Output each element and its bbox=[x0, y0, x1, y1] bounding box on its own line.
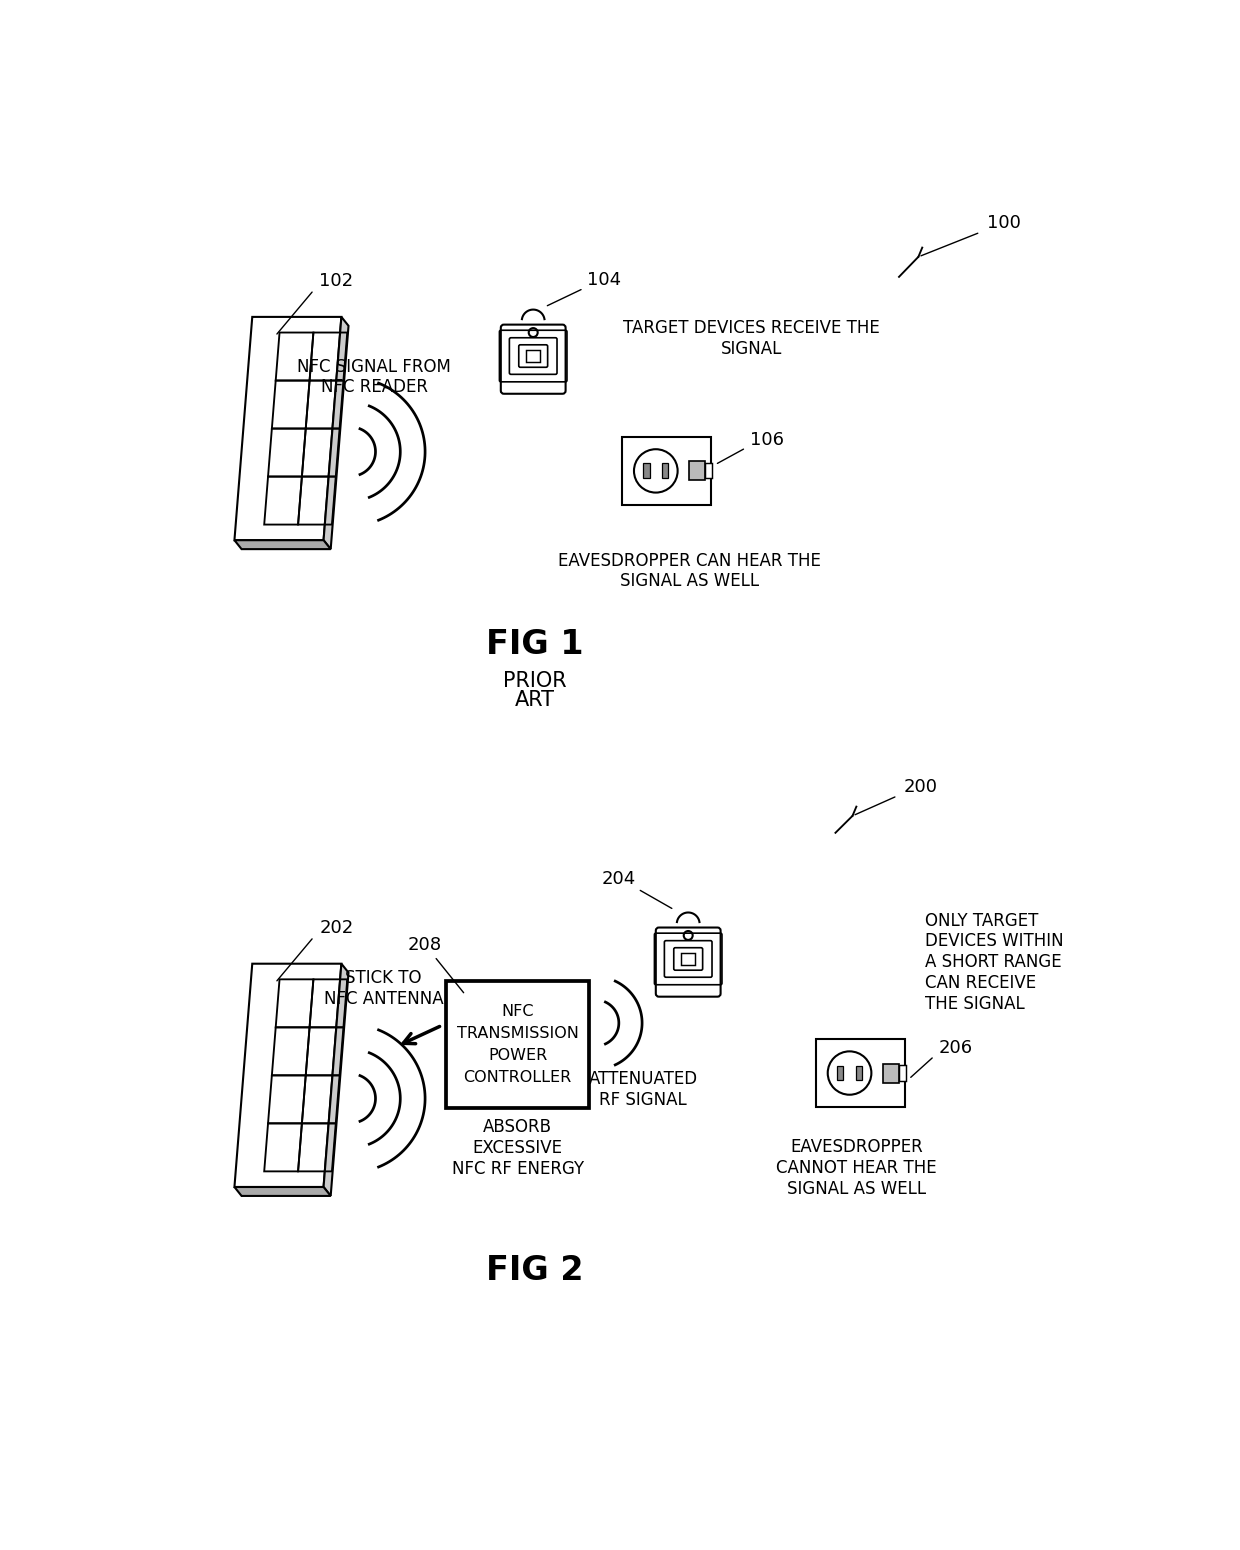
Bar bbox=[622, 437, 711, 505]
Text: FIG 1: FIG 1 bbox=[486, 628, 584, 660]
Text: TARGET DEVICES RECEIVE THE
SIGNAL: TARGET DEVICES RECEIVE THE SIGNAL bbox=[624, 319, 880, 358]
Bar bbox=[688, 462, 704, 480]
Circle shape bbox=[528, 329, 538, 336]
Text: STICK TO
NFC ANTENNA: STICK TO NFC ANTENNA bbox=[324, 969, 444, 1008]
Text: ONLY TARGET
DEVICES WITHIN
A SHORT RANGE
CAN RECEIVE
THE SIGNAL: ONLY TARGET DEVICES WITHIN A SHORT RANGE… bbox=[925, 911, 1063, 1012]
Text: 200: 200 bbox=[904, 778, 937, 797]
Polygon shape bbox=[234, 316, 341, 541]
Bar bbox=[816, 1038, 905, 1107]
Bar bbox=[681, 953, 696, 966]
Circle shape bbox=[683, 932, 693, 939]
Text: 208: 208 bbox=[407, 936, 441, 955]
Text: 102: 102 bbox=[320, 273, 353, 290]
FancyBboxPatch shape bbox=[656, 927, 720, 997]
Text: 100: 100 bbox=[987, 214, 1021, 232]
Polygon shape bbox=[324, 964, 348, 1197]
Text: 104: 104 bbox=[588, 271, 621, 288]
FancyBboxPatch shape bbox=[501, 324, 565, 394]
Text: EAVESDROPPER CAN HEAR THE
SIGNAL AS WELL: EAVESDROPPER CAN HEAR THE SIGNAL AS WELL bbox=[558, 552, 821, 591]
Bar bbox=[526, 350, 541, 363]
Text: PRIOR: PRIOR bbox=[503, 671, 567, 691]
Text: NFC SIGNAL FROM
NFC READER: NFC SIGNAL FROM NFC READER bbox=[298, 358, 451, 397]
Bar bbox=[883, 1063, 899, 1082]
Text: 106: 106 bbox=[750, 431, 784, 449]
Bar bbox=[899, 1065, 905, 1080]
Text: ATTENUATED
RF SIGNAL: ATTENUATED RF SIGNAL bbox=[589, 1070, 698, 1108]
Polygon shape bbox=[234, 541, 331, 549]
Text: ART: ART bbox=[515, 690, 554, 710]
Bar bbox=[704, 463, 712, 479]
Bar bbox=[662, 463, 668, 479]
Text: 206: 206 bbox=[939, 1038, 972, 1057]
Text: 202: 202 bbox=[320, 919, 353, 936]
Text: ABSORB
EXCESSIVE
NFC RF ENERGY: ABSORB EXCESSIVE NFC RF ENERGY bbox=[451, 1118, 584, 1178]
Polygon shape bbox=[234, 1187, 331, 1197]
Text: FIG 2: FIG 2 bbox=[486, 1254, 584, 1286]
Bar bbox=[856, 1065, 862, 1080]
Bar bbox=[644, 463, 650, 479]
Polygon shape bbox=[234, 964, 341, 1187]
Text: 204: 204 bbox=[601, 870, 636, 888]
Text: NFC
TRANSMISSION
POWER
CONTROLLER: NFC TRANSMISSION POWER CONTROLLER bbox=[456, 1004, 579, 1085]
Polygon shape bbox=[324, 316, 348, 549]
Text: EAVESDROPPER
CANNOT HEAR THE
SIGNAL AS WELL: EAVESDROPPER CANNOT HEAR THE SIGNAL AS W… bbox=[776, 1138, 936, 1198]
Bar bbox=[837, 1065, 843, 1080]
Bar bbox=[446, 981, 589, 1108]
